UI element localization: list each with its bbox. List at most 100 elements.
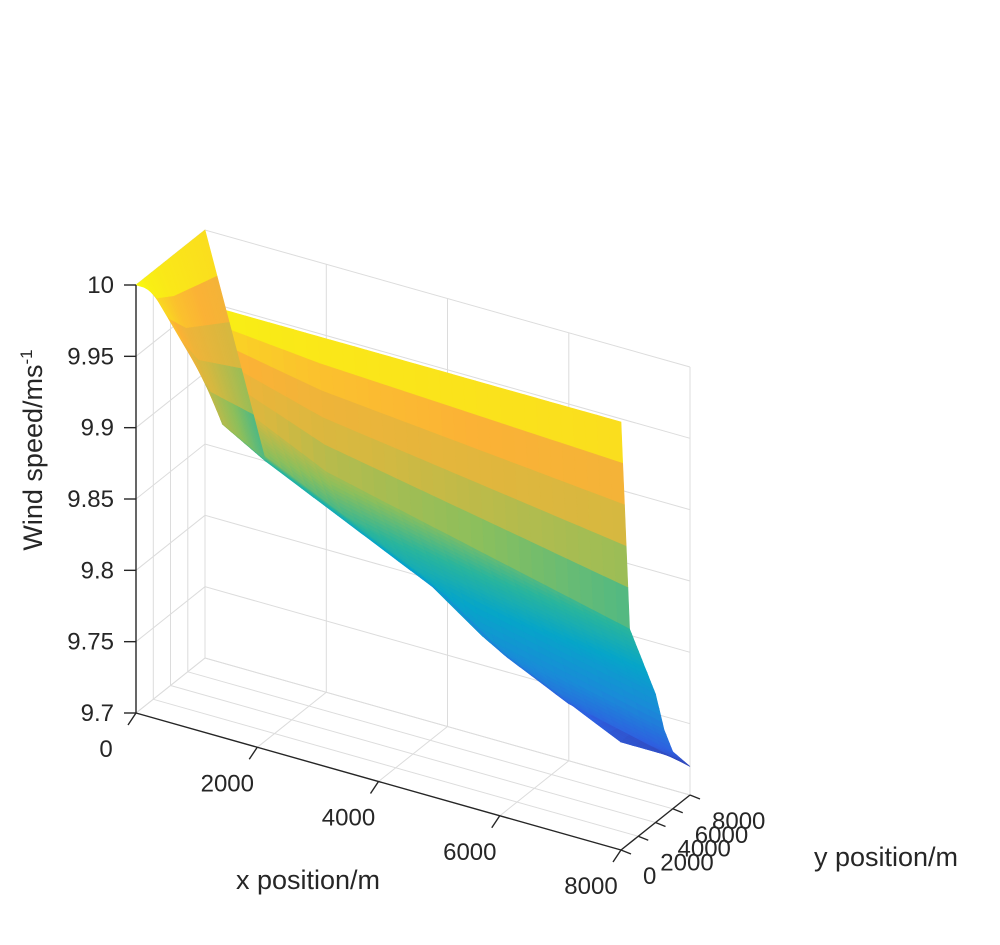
- surface-patch: [487, 383, 502, 424]
- surface-patch: [331, 367, 346, 401]
- surface-patch: [405, 422, 421, 460]
- surface-patch: [591, 570, 606, 618]
- y-tick-mark: [637, 835, 649, 841]
- surface-patch: [476, 415, 492, 456]
- z-tick-label: 10: [87, 272, 114, 299]
- surface-patch: [610, 458, 625, 506]
- surface-patch: [430, 431, 445, 470]
- wind-speed-surface: [135, 229, 691, 767]
- surface-patch: [464, 411, 480, 451]
- surface-patch: [530, 541, 546, 586]
- surface-patch: [442, 435, 457, 475]
- x-tick-label: 2000: [201, 770, 254, 797]
- surface-patch: [343, 371, 359, 405]
- z-tick-label: 9.75: [67, 629, 114, 656]
- surface-patch: [450, 373, 466, 412]
- surface-patch: [596, 414, 611, 460]
- surface-patch: [525, 431, 540, 474]
- surface-patch: [438, 370, 454, 408]
- surface-patch: [504, 494, 520, 537]
- x-tick-mark: [248, 746, 258, 760]
- surface-patch: [513, 427, 528, 469]
- surface-patch: [598, 454, 613, 501]
- surface-patch: [466, 445, 482, 486]
- y-axis-label: y position/m: [814, 842, 958, 872]
- surface-patch: [416, 395, 431, 433]
- surface-patch: [501, 423, 516, 465]
- surface-patch: [489, 419, 504, 460]
- surface-patch: [480, 484, 495, 526]
- tick-marks: [124, 284, 701, 863]
- y-tick-label: 8000: [712, 808, 765, 835]
- x-tick-label: 8000: [564, 873, 617, 900]
- x-tick-label: 4000: [322, 805, 375, 832]
- tick-labels: 9.79.759.89.859.99.951002000400060008000…: [67, 272, 765, 900]
- surface-patch: [490, 454, 506, 496]
- surface-patch: [463, 377, 478, 416]
- surface-patch: [499, 387, 514, 428]
- z-tick-label: 9.8: [81, 557, 114, 584]
- x-tick-label: 6000: [443, 839, 496, 866]
- surface-patch: [561, 442, 577, 488]
- surface-patch: [379, 383, 395, 419]
- z-axis-label-superscript: -1: [17, 349, 36, 364]
- surface-patch: [675, 759, 691, 767]
- surface-patch: [454, 440, 469, 480]
- y-tick-mark: [689, 794, 701, 800]
- x-grid-line: [620, 367, 691, 851]
- y-tick-mark: [620, 849, 632, 855]
- surface-patch: [393, 417, 409, 455]
- surface-patch: [527, 467, 542, 511]
- y-tick-label: 2000: [660, 849, 713, 876]
- surface-patch: [613, 540, 629, 589]
- surface-patch: [586, 450, 601, 497]
- surface-patch: [414, 363, 430, 400]
- z-axis-label-main: Wind speed/ms: [18, 365, 48, 551]
- surface-patch: [537, 435, 553, 478]
- surface-patch: [468, 479, 483, 520]
- surface-patch: [355, 375, 371, 410]
- surface-patch: [611, 499, 627, 547]
- y-tick-mark: [672, 808, 684, 814]
- z-tick-label: 9.95: [67, 343, 114, 370]
- surface-patch: [540, 509, 556, 554]
- surface-patch: [563, 481, 579, 527]
- surface-patch: [428, 399, 443, 437]
- surface-patch: [599, 495, 615, 542]
- surface-patch: [549, 439, 565, 483]
- y-grid-line: [170, 257, 656, 823]
- surface-patch: [615, 581, 630, 630]
- surface-patch: [366, 349, 381, 384]
- surface-patch: [535, 397, 551, 440]
- y-tick-label: 4000: [678, 836, 731, 863]
- surface-patch: [542, 547, 558, 593]
- surface-patch: [456, 473, 471, 514]
- y-grid-line: [152, 271, 639, 837]
- surface-patch: [589, 530, 604, 577]
- surface-patch: [511, 390, 527, 432]
- surface-patch: [516, 499, 532, 543]
- surface-patch: [452, 407, 468, 446]
- surface-patch: [560, 404, 575, 448]
- y-tick-label: 0: [643, 863, 656, 890]
- z-tick-label: 9.85: [67, 486, 114, 513]
- surface-patch: [579, 564, 594, 611]
- surface-patch: [575, 486, 591, 532]
- surface-patch: [426, 366, 442, 404]
- surface-patch: [502, 458, 518, 501]
- surface-patch: [378, 353, 393, 388]
- surface-patch: [402, 359, 417, 396]
- y-tick-mark: [655, 821, 666, 828]
- x-tick-mark: [369, 781, 380, 794]
- surface-patch: [317, 335, 333, 368]
- x-tick-mark: [612, 849, 622, 863]
- surface-patch: [367, 379, 383, 414]
- surface-patch: [492, 489, 507, 532]
- z-tick-label: 9.7: [81, 700, 114, 727]
- y-tick-label: 6000: [695, 822, 748, 849]
- surface-patch: [353, 346, 369, 380]
- surface-patch: [587, 490, 603, 537]
- surface-patch: [601, 535, 617, 583]
- surface-patch: [565, 520, 580, 566]
